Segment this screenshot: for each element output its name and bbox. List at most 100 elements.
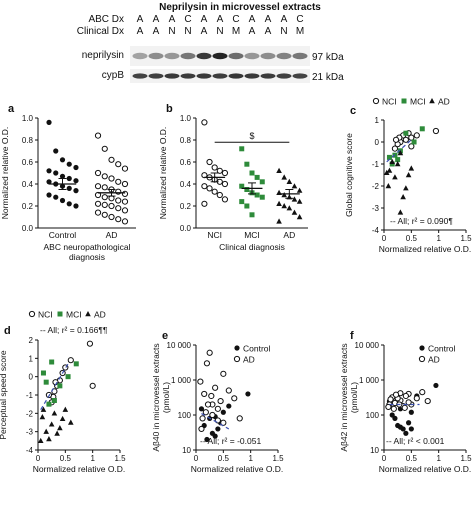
blot-band [292,52,308,60]
y-tick-label: 1 [375,116,380,125]
data-point [389,158,395,164]
data-point [121,190,129,197]
data-point [115,188,122,195]
data-point [386,154,392,160]
data-point [394,161,401,167]
data-point [40,370,46,376]
data-point [59,415,66,422]
data-point [433,382,439,389]
data-point [59,173,66,179]
data-point [389,412,395,418]
data-point [397,209,404,215]
data-point [392,174,398,180]
data-point [197,378,204,385]
data-point [408,426,414,432]
y-tick-label: 100 [366,411,380,420]
y-tick-label: 10 [370,446,379,455]
abc-lane-label: A [169,14,176,25]
legend-marker [57,311,63,317]
clinical-lane-label: M [296,26,304,37]
blot-band [148,52,164,60]
legend-marker [419,345,425,351]
data-point [57,383,63,389]
x-tick-label: 0 [36,454,41,463]
clinical-lane-label: A [153,26,160,37]
data-point [204,436,210,443]
panel-letter: c [350,105,356,117]
data-point [391,145,399,152]
y-tick-label: 1 000 [171,376,192,385]
data-point [212,384,219,391]
data-point [101,211,108,218]
x-tick-label: AD [106,230,118,240]
y-tick-label: -1 [26,391,34,400]
data-point [390,405,397,412]
data-point [40,406,47,412]
data-point [94,169,102,177]
data-point [57,425,63,431]
blot-band [180,52,196,60]
y-tick-label: 10 000 [167,341,192,350]
blot-band [260,73,276,79]
x-tick-label: 1.5 [272,454,284,463]
data-point [403,430,409,436]
y-tick-label: 0.0 [180,224,192,233]
panel-b: b 0.0 0.2 0.4 0.6 0.8 1.0 NCI MCI AD Normalized re… [158,103,308,252]
y-tick-label: 0.4 [22,180,34,189]
data-point [94,209,102,216]
abc-lane-label: C [232,14,239,25]
data-point [46,401,52,407]
data-point [66,161,72,167]
clinical-lane-label: N [184,26,191,37]
lane-labels: A A A C A A C A A A CA A N N A N M A A N M [137,14,305,37]
data-point [101,173,108,180]
data-point [86,340,94,347]
data-point [199,415,206,422]
data-point [403,130,409,136]
blot-band [164,73,180,79]
data-point [43,428,49,434]
clinical-lane-label: N [280,26,287,37]
legend-marker [28,310,36,318]
data-point [259,194,265,200]
kda-97: 97 kDa [312,52,344,63]
x-axis-label: Normalized relative O.D. [379,464,472,474]
y-tick-label: 10 000 [355,341,380,350]
blot-band [212,73,228,79]
data-point [408,143,415,150]
y-tick-label: 1 000 [359,376,380,385]
data-point [411,139,417,145]
data-point [296,187,303,193]
data-point [39,414,46,420]
y-tick-label: -3 [26,428,34,437]
data-point [392,136,400,143]
abc-lane-label: C [184,14,191,25]
clinical-lane-label: A [265,26,272,37]
y-axis-label: Normalized relative O.D. [158,127,168,220]
x-axis-label: Clinical diagnosis [219,242,285,252]
blot-band [228,73,244,79]
data-point [198,425,205,433]
data-point [65,374,71,380]
blot-band [244,73,260,79]
legend-marker [233,355,241,363]
data-point [402,136,409,143]
data-point [276,218,282,224]
y-tick-label: 0 [375,138,380,147]
data-point [221,169,229,177]
clinical-lane-label: N [216,26,223,37]
data-point [73,188,79,194]
x-axis-label: Normalized relative O.D. [191,464,284,474]
clinical-lane-label: M [232,26,240,37]
data-point [108,175,115,182]
y-axis-label: (pmol/L) [349,382,359,413]
y-tick-label: -2 [372,182,380,191]
data-point [402,392,409,400]
data-point [432,127,440,135]
data-point [37,437,44,444]
data-point [201,183,208,190]
data-point [73,178,79,184]
data-point [202,409,209,416]
data-point [115,178,122,185]
